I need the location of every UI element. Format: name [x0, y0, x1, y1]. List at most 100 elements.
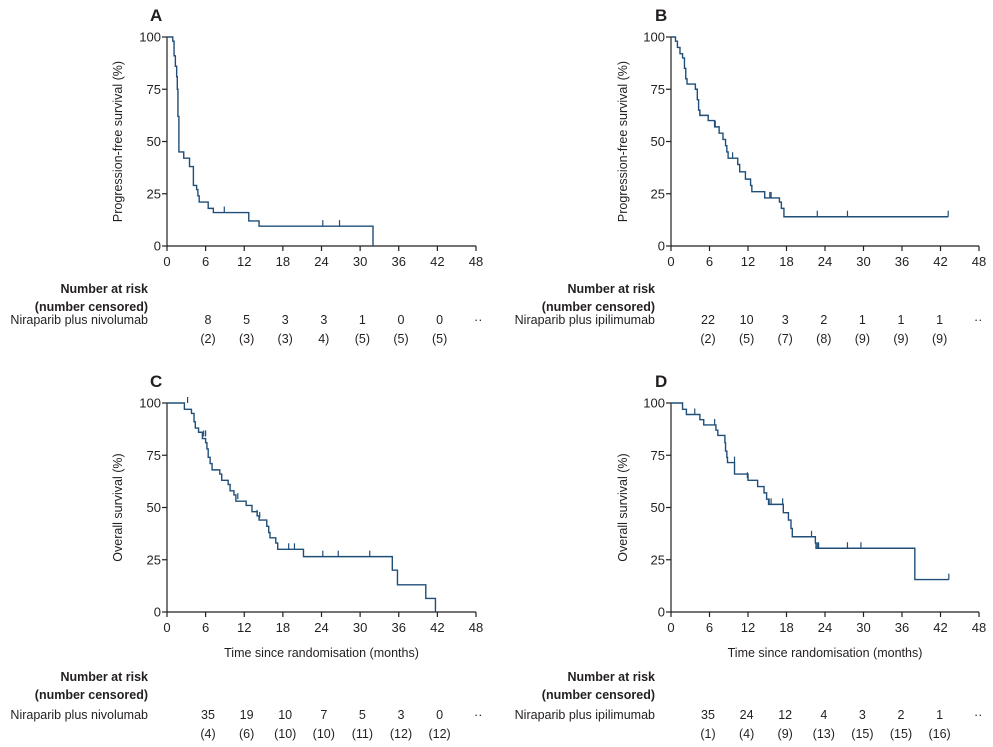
- risk-at-risk-value: 5: [359, 708, 366, 722]
- risk-at-risk-value: ··: [474, 313, 482, 327]
- risk-at-risk-value: 3: [282, 313, 289, 327]
- risk-at-risk-value: 12: [778, 708, 792, 722]
- risk-at-risk-value: 2: [898, 708, 905, 722]
- panel-letter: A: [150, 6, 162, 25]
- km-curve-niraparib-plus-nivolumab: [167, 402, 437, 612]
- x-tick-label: 24: [314, 620, 328, 635]
- y-tick-label: 100: [643, 30, 665, 45]
- risk-censored-value: (5): [393, 332, 408, 346]
- x-tick-label: 48: [469, 620, 483, 635]
- risk-censored-value: (5): [432, 332, 447, 346]
- y-axis-title: Progression-free survival (%): [616, 61, 630, 222]
- risk-censored-value: (3): [278, 332, 293, 346]
- risk-at-risk-value: 0: [398, 313, 405, 327]
- risk-censored-value: (10): [313, 727, 335, 741]
- y-tick-label: 75: [147, 448, 161, 463]
- risk-censored-value: (13): [813, 727, 835, 741]
- y-tick-label: 75: [651, 448, 665, 463]
- x-tick-label: 36: [895, 620, 909, 635]
- panel-letter: D: [655, 372, 667, 391]
- x-tick-label: 42: [430, 620, 444, 635]
- risk-censored-value: (7): [778, 332, 793, 346]
- risk-censored-value: (15): [851, 727, 873, 741]
- risk-censored-value: (1): [700, 727, 715, 741]
- y-axis-title: Overall survival (%): [616, 453, 630, 561]
- y-tick-label: 50: [651, 134, 665, 149]
- risk-censored-value: (10): [274, 727, 296, 741]
- risk-at-risk-value: 8: [205, 313, 212, 327]
- y-axis-title: Overall survival (%): [111, 453, 125, 561]
- x-tick-label: 0: [163, 254, 170, 269]
- risk-censored-value: (3): [239, 332, 254, 346]
- risk-table-row-label: Niraparib plus ipilimumab: [515, 708, 655, 722]
- x-tick-label: 30: [856, 254, 870, 269]
- x-tick-label: 30: [353, 620, 367, 635]
- y-tick-label: 0: [658, 239, 665, 254]
- x-tick-label: 12: [741, 620, 755, 635]
- risk-table-subheading: (number censored): [35, 688, 148, 702]
- risk-censored-value: (8): [816, 332, 831, 346]
- y-tick-label: 25: [147, 552, 161, 567]
- risk-at-risk-value: 10: [278, 708, 292, 722]
- y-tick-label: 75: [651, 82, 665, 97]
- risk-table-heading: Number at risk: [567, 282, 655, 296]
- y-tick-label: 0: [154, 239, 161, 254]
- x-tick-label: 18: [779, 254, 793, 269]
- risk-censored-value: (4): [739, 727, 754, 741]
- x-tick-label: 6: [706, 254, 713, 269]
- x-tick-label: 30: [353, 254, 367, 269]
- x-tick-label: 18: [276, 254, 290, 269]
- x-tick-label: 48: [972, 620, 986, 635]
- risk-at-risk-value: 3: [782, 313, 789, 327]
- risk-table-heading: Number at risk: [567, 670, 655, 684]
- risk-at-risk-value: ··: [974, 313, 982, 327]
- risk-table-subheading: (number censored): [542, 688, 655, 702]
- x-tick-label: 6: [202, 254, 209, 269]
- risk-at-risk-value: 35: [701, 708, 715, 722]
- risk-at-risk-value: 1: [936, 313, 943, 327]
- risk-table-subheading: (number censored): [542, 300, 655, 314]
- risk-censored-value: (11): [352, 727, 373, 741]
- risk-censored-value: (9): [932, 332, 947, 346]
- risk-table-row-label: Niraparib plus nivolumab: [10, 708, 148, 722]
- x-tick-label: 18: [276, 620, 290, 635]
- risk-censored-value: (5): [739, 332, 754, 346]
- risk-at-risk-value: 1: [359, 313, 366, 327]
- x-tick-label: 0: [163, 620, 170, 635]
- risk-at-risk-value: 1: [936, 708, 943, 722]
- risk-censored-value: (4): [200, 727, 215, 741]
- risk-table-heading: Number at risk: [60, 670, 148, 684]
- risk-table-row-label: Niraparib plus nivolumab: [10, 313, 148, 327]
- risk-table-heading: Number at risk: [60, 282, 148, 296]
- x-tick-label: 36: [392, 620, 406, 635]
- risk-censored-value: (2): [200, 332, 215, 346]
- risk-at-risk-value: 35: [201, 708, 215, 722]
- risk-at-risk-value: 24: [740, 708, 754, 722]
- x-tick-label: 0: [667, 620, 674, 635]
- y-axis-title: Progression-free survival (%): [111, 61, 125, 222]
- y-tick-label: 0: [658, 605, 665, 620]
- risk-at-risk-value: 19: [240, 708, 254, 722]
- risk-censored-value: (6): [239, 727, 254, 741]
- km-curve-niraparib-plus-ipilimumab: [671, 402, 949, 581]
- risk-at-risk-value: 2: [820, 313, 827, 327]
- risk-censored-value: (16): [928, 727, 950, 741]
- x-tick-label: 12: [237, 254, 251, 269]
- risk-censored-value: (15): [890, 727, 912, 741]
- x-tick-label: 18: [779, 620, 793, 635]
- x-tick-label: 24: [314, 254, 328, 269]
- y-tick-label: 100: [139, 396, 161, 411]
- panel-letter: C: [150, 372, 162, 391]
- risk-censored-value: (9): [893, 332, 908, 346]
- risk-at-risk-value: 7: [320, 708, 327, 722]
- km-curve-niraparib-plus-nivolumab: [167, 36, 374, 246]
- risk-at-risk-value: 5: [243, 313, 250, 327]
- risk-at-risk-value: 0: [436, 708, 443, 722]
- risk-table-subheading: (number censored): [35, 300, 148, 314]
- x-tick-label: 30: [856, 620, 870, 635]
- x-axis-title: Time since randomisation (months): [224, 646, 419, 660]
- risk-censored-value: (9): [855, 332, 870, 346]
- x-tick-label: 42: [430, 254, 444, 269]
